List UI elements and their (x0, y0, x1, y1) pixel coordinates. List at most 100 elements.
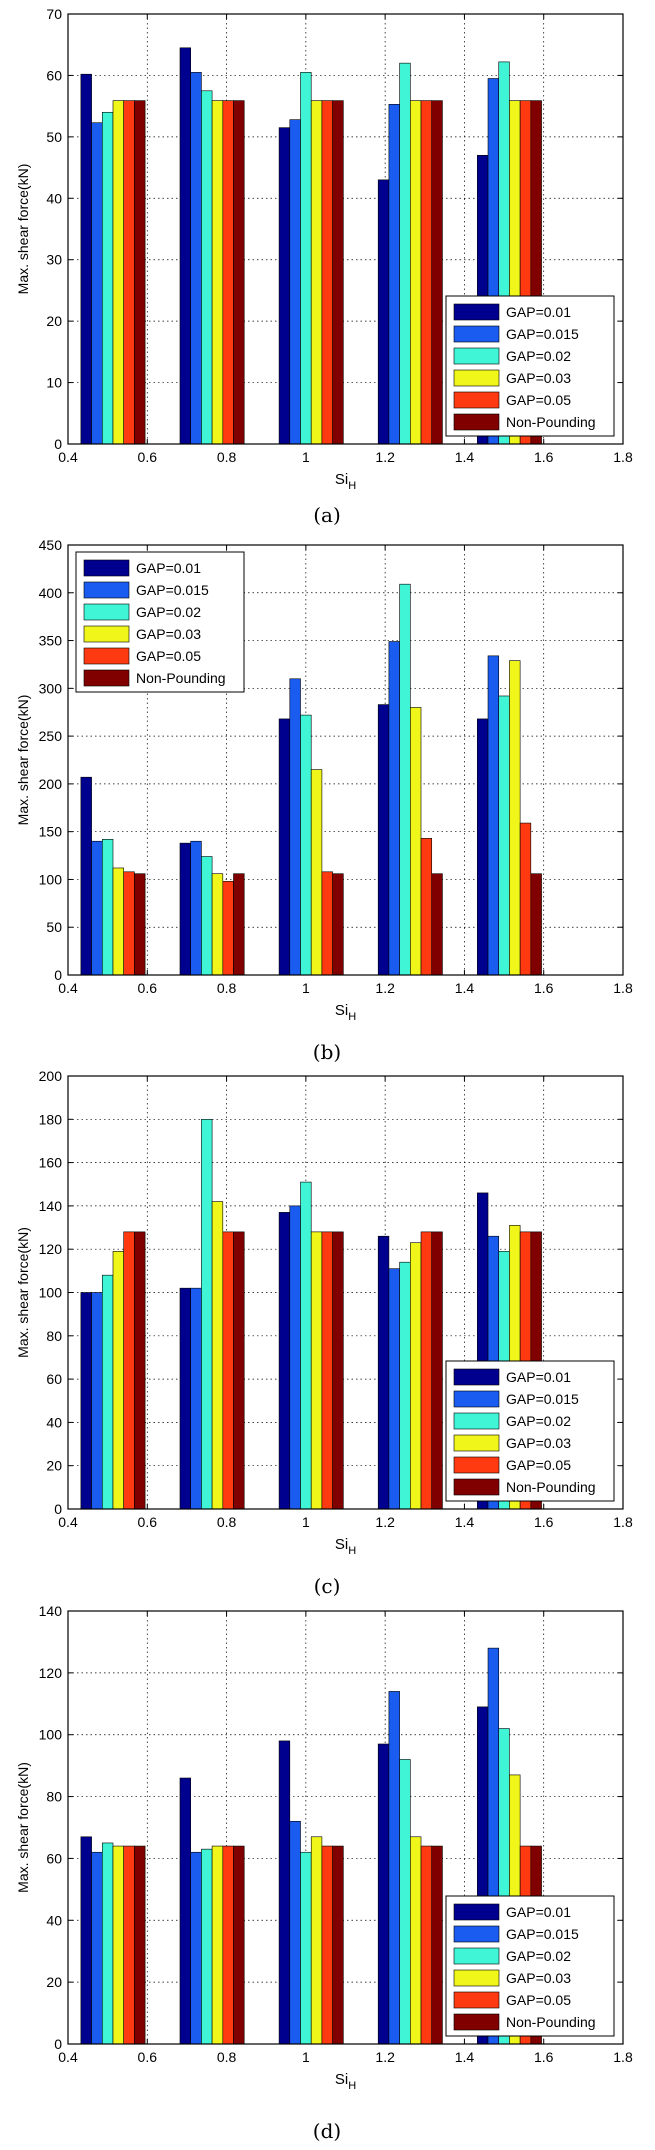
y-axis-label: Max. shear force(kN) (15, 695, 31, 826)
panel-caption: (d) (313, 2119, 341, 2143)
bar (91, 840, 103, 976)
x-tick-label: 1 (302, 980, 310, 996)
legend-label: GAP=0.02 (506, 1948, 571, 1964)
bar (222, 881, 234, 976)
bar (431, 1845, 443, 2045)
y-tick-label: 250 (39, 728, 63, 744)
legend-label: GAP=0.02 (506, 348, 571, 364)
legend-swatch (453, 1925, 500, 1943)
bar (123, 1845, 135, 2045)
bar (278, 1212, 291, 1510)
bar (399, 1759, 411, 2045)
bar (300, 72, 312, 445)
x-axis-label-main: Si (335, 471, 348, 488)
bar (112, 867, 124, 976)
y-tick-label: 400 (39, 585, 63, 601)
bar (410, 1836, 422, 2045)
legend-swatch (83, 625, 130, 643)
x-tick-label: 0.8 (217, 449, 237, 465)
bar (388, 1691, 400, 2045)
bar (289, 1821, 301, 2045)
bar (420, 1845, 433, 2045)
axes-frame (67, 544, 624, 976)
bar (201, 90, 213, 445)
panel-caption: (c) (314, 1574, 341, 1598)
bar (289, 1205, 301, 1510)
x-tick-label: 0.6 (138, 449, 158, 465)
y-tick-label: 30 (46, 252, 62, 268)
bar (201, 856, 213, 976)
bar (101, 1842, 114, 2045)
bar (431, 1231, 443, 1510)
y-tick-label: 100 (39, 1285, 63, 1301)
x-tick-label: 1.2 (375, 1514, 395, 1530)
x-axis-label-subscript: H (348, 2080, 356, 2092)
bar (477, 718, 489, 976)
y-tick-label: 60 (46, 1371, 62, 1387)
bar (431, 873, 443, 976)
bar (388, 641, 400, 976)
legend-swatch (453, 413, 500, 431)
bar (233, 100, 245, 445)
x-tick-label: 0.6 (138, 2049, 158, 2065)
y-tick-label: 120 (39, 1241, 63, 1257)
bar (80, 776, 92, 976)
legend-label: GAP=0.03 (506, 1970, 571, 1986)
bar (310, 1231, 323, 1510)
y-tick-label: 0 (54, 2036, 62, 2052)
y-axis-label: Max. shear force(kN) (15, 1762, 31, 1893)
y-tick-label: 0 (54, 1501, 62, 1517)
panel-caption: (b) (313, 1040, 341, 1064)
legend-swatch (83, 647, 130, 665)
x-tick-label: 0.4 (58, 2049, 78, 2065)
bar (112, 1251, 124, 1510)
bar (321, 1231, 333, 1510)
x-tick-label: 0.4 (58, 1514, 78, 1530)
x-axis-label: SiH (335, 2071, 356, 2092)
legend-label: GAP=0.05 (506, 392, 571, 408)
bar (123, 871, 135, 976)
bar (80, 1292, 92, 1510)
y-tick-label: 20 (46, 313, 62, 329)
bar (399, 62, 411, 445)
y-tick-label: 50 (46, 919, 62, 935)
bar (233, 873, 245, 976)
bar (91, 1292, 103, 1510)
legend-swatch (453, 1456, 500, 1474)
bar (112, 100, 124, 445)
bar (420, 100, 433, 445)
bar (410, 100, 422, 445)
x-axis-label: SiH (335, 1002, 356, 1023)
y-tick-label: 450 (39, 537, 63, 553)
bar (377, 1235, 390, 1510)
bar (420, 838, 433, 976)
y-tick-label: 80 (46, 1789, 62, 1805)
bar (498, 695, 510, 976)
bar (310, 769, 323, 976)
legend-swatch (453, 1390, 500, 1408)
bar (201, 1848, 213, 2045)
legend-swatch (453, 369, 500, 387)
legend-label: Non-Pounding (506, 1479, 596, 1495)
bar (321, 1845, 333, 2045)
x-axis-label: SiH (335, 1536, 356, 1557)
x-axis-label-subscript: H (348, 1545, 356, 1557)
bar (190, 72, 202, 445)
x-tick-label: 1.8 (613, 2049, 633, 2065)
legend-label: GAP=0.03 (136, 626, 201, 642)
bar (321, 100, 333, 445)
x-tick-label: 1.2 (375, 2049, 395, 2065)
bar (278, 127, 291, 445)
bar (310, 1836, 323, 2045)
legend-label: GAP=0.015 (136, 582, 209, 598)
bar (80, 1836, 92, 2045)
legend-swatch (453, 1412, 500, 1430)
bar (431, 100, 443, 445)
legend-swatch (453, 1947, 500, 1965)
legend-swatch (453, 1368, 500, 1386)
bar (300, 1181, 312, 1510)
x-axis-label-main: Si (335, 1002, 348, 1019)
legend-swatch (83, 603, 130, 621)
bar (233, 1845, 245, 2045)
